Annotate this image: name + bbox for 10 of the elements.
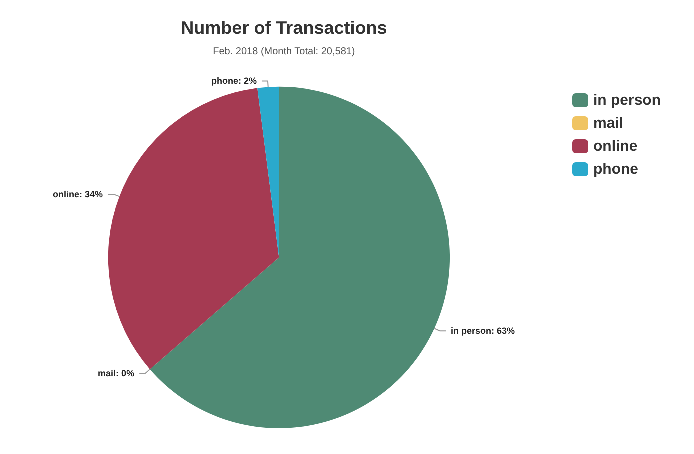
text: mail: 0% [98,368,135,378]
legend-label: phone [593,161,638,178]
legend-label: online [593,138,638,155]
data-label: phone: 2% [211,76,257,86]
legend-label: in person [593,92,662,109]
chart-subtitle: Feb. 2018 (Month Total: 20,581) [213,46,356,58]
chart-title: Number of Transactions [181,18,388,38]
data-label: online: 34% [53,190,104,200]
data-label: in person: 63% [451,326,516,336]
legend-label: mail [593,115,624,132]
